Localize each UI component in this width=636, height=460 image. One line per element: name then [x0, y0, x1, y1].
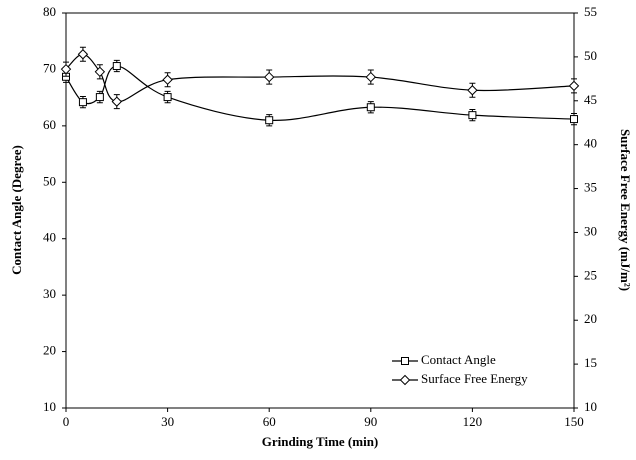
legend-label: Surface Free Energy: [421, 371, 528, 386]
marker: [467, 85, 478, 96]
marker: [77, 49, 89, 60]
marker: [112, 62, 121, 71]
y-tick-label: 60: [43, 117, 56, 132]
plot-frame: [65, 12, 575, 409]
marker: [265, 116, 274, 125]
x-tick-label: 120: [463, 414, 483, 429]
legend-marker: [401, 357, 409, 365]
y2-tick-label: 10: [584, 399, 597, 414]
x-tick-label: 60: [263, 414, 276, 429]
y2-axis-label: Surface Free Energy (mJ/m²): [618, 129, 633, 291]
y2-tick-label: 50: [584, 48, 597, 63]
marker: [111, 96, 123, 107]
y2-tick-label: 45: [584, 92, 597, 107]
marker: [162, 74, 173, 85]
y-tick-label: 20: [43, 343, 56, 358]
y-tick-label: 70: [43, 60, 56, 75]
legend-label: Contact Angle: [421, 352, 496, 367]
y2-tick-label: 35: [584, 180, 597, 195]
y2-tick-label: 30: [584, 223, 597, 238]
y-tick-label: 40: [43, 230, 56, 245]
marker: [365, 71, 377, 83]
y2-tick-label: 15: [584, 355, 597, 370]
legend-marker: [399, 374, 411, 386]
y-axis-label: Contact Angle (Degree): [9, 145, 24, 275]
marker: [570, 115, 578, 124]
marker: [60, 63, 72, 75]
marker: [95, 93, 104, 102]
x-tick-label: 30: [161, 414, 174, 429]
y-tick-label: 50: [43, 173, 56, 188]
marker: [94, 66, 106, 78]
y2-tick-label: 55: [584, 4, 597, 19]
marker: [468, 111, 477, 120]
x-axis-label: Grinding Time (min): [262, 434, 379, 449]
y-tick-label: 30: [43, 286, 56, 301]
y2-tick-label: 20: [584, 311, 597, 326]
x-tick-label: 0: [63, 414, 70, 429]
marker: [263, 71, 275, 83]
y-tick-label: 10: [43, 399, 56, 414]
marker: [366, 103, 375, 112]
marker: [163, 93, 172, 102]
y2-tick-label: 40: [584, 136, 597, 151]
x-tick-label: 150: [564, 414, 584, 429]
series-line: [65, 53, 575, 103]
marker: [568, 80, 580, 92]
series-line: [65, 65, 575, 121]
marker: [78, 98, 87, 107]
y2-tick-label: 25: [584, 267, 597, 282]
y-tick-label: 80: [43, 4, 56, 19]
x-tick-label: 90: [364, 414, 377, 429]
